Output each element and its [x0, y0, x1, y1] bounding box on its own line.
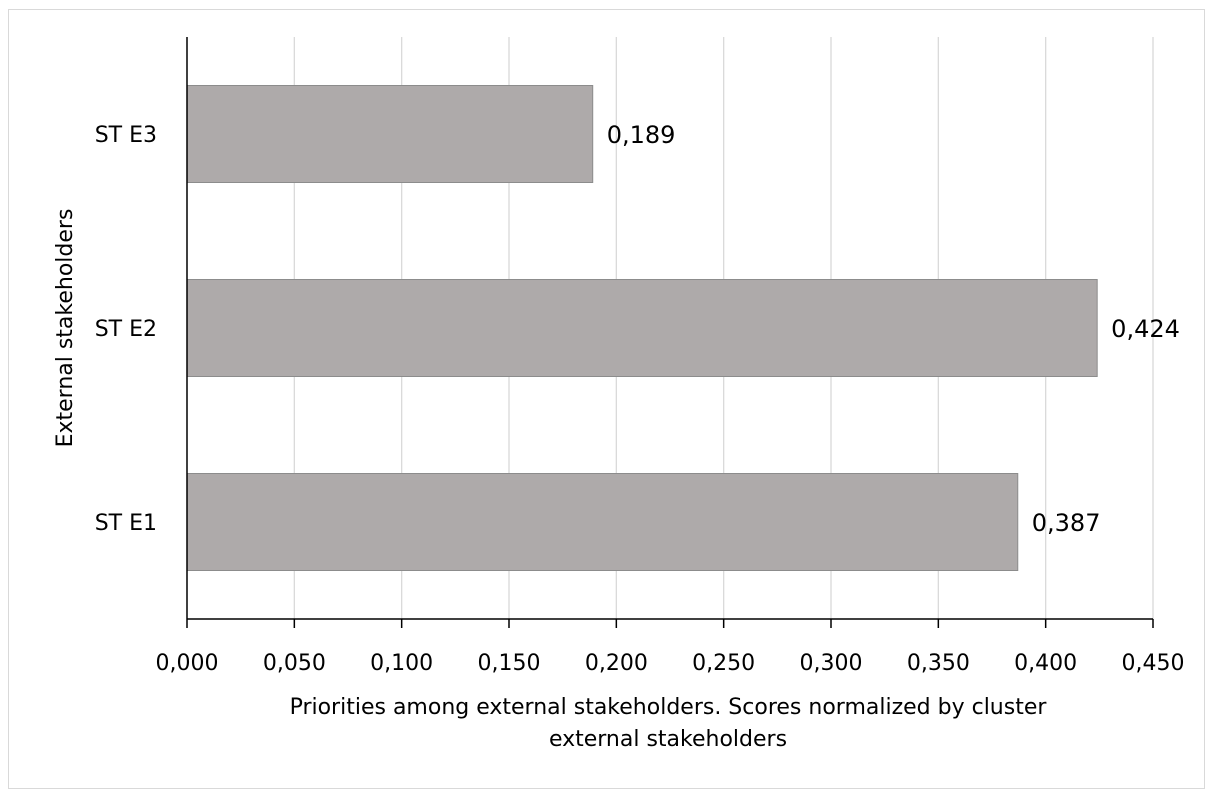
axes	[186, 37, 1154, 628]
x-tick-label: 0,150	[478, 651, 541, 676]
labels: 0,387 ST E1 0,424 ST E2 0,189 ST E3 0,000 0,050…	[95, 121, 1185, 676]
x-tick-label: 0,250	[692, 651, 755, 676]
category-label: ST E3	[95, 123, 157, 148]
category-label: ST E1	[95, 511, 157, 536]
x-axis-title-line-2: external stakeholders	[549, 727, 787, 752]
x-tick-label: 0,400	[1014, 651, 1077, 676]
bar	[186, 85, 594, 183]
x-tick-label: 0,100	[370, 651, 433, 676]
data-label: 0,387	[1032, 509, 1101, 537]
bar	[186, 473, 1019, 571]
data-label: 0,189	[607, 121, 676, 149]
bar	[186, 279, 1098, 377]
x-axis-title-line-1: Priorities among external stakeholders. …	[290, 695, 1048, 720]
x-tick-label: 0,300	[800, 651, 863, 676]
x-tick-label: 0,050	[263, 651, 326, 676]
bars	[186, 85, 1098, 571]
x-tick-label: 0,200	[585, 651, 648, 676]
x-tick-label: 0,000	[156, 651, 219, 676]
data-label: 0,424	[1111, 315, 1180, 343]
x-tick-label: 0,450	[1122, 651, 1185, 676]
category-label: ST E2	[95, 317, 157, 342]
y-axis-title: External stakeholders	[53, 209, 78, 448]
x-tick-label: 0,350	[907, 651, 970, 676]
